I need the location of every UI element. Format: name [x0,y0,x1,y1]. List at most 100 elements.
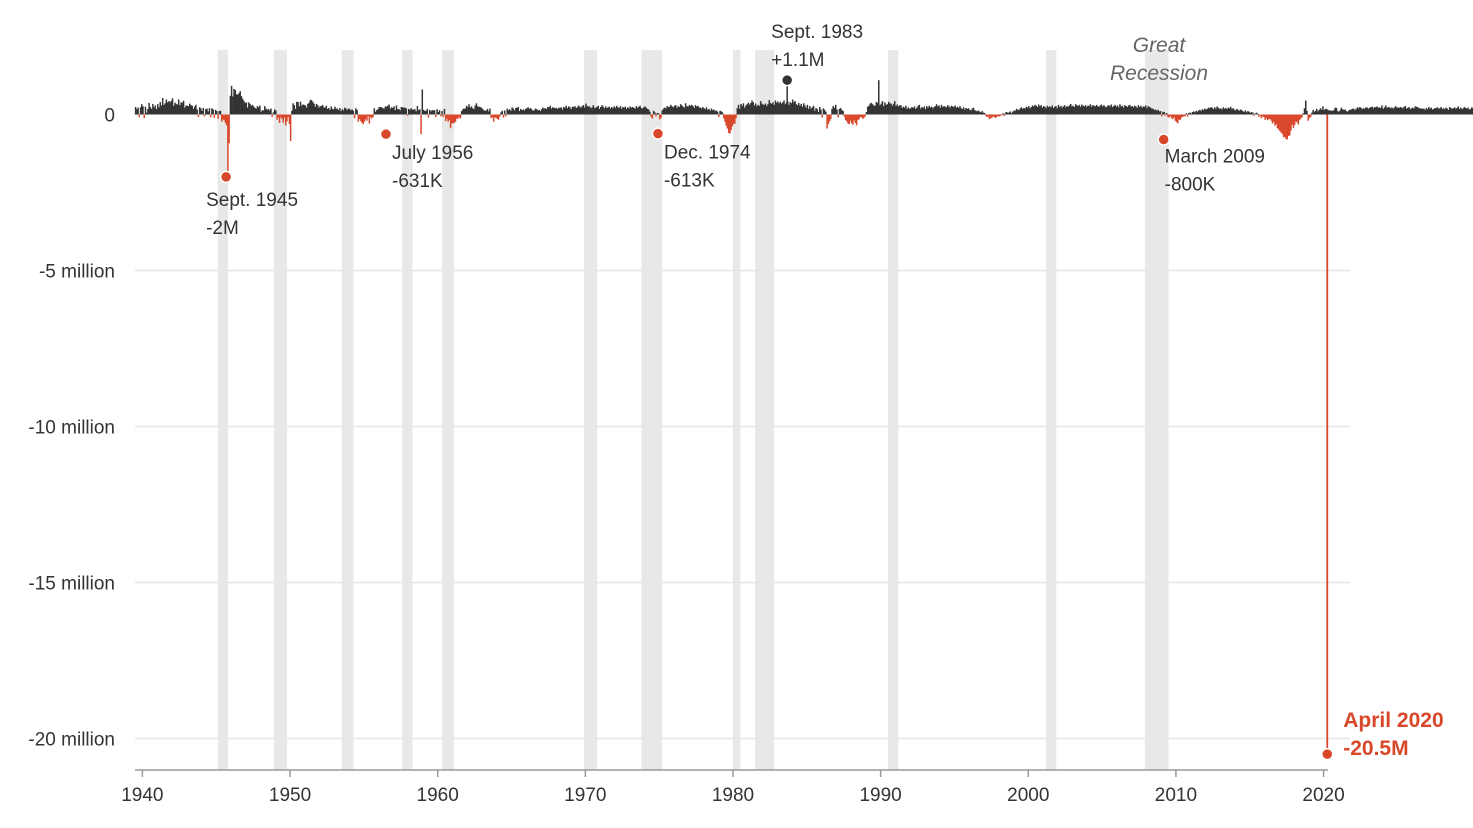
month-bar [766,106,768,115]
month-bar [859,114,862,117]
month-bar [496,114,499,119]
month-bar [1087,105,1089,115]
month-bar [604,106,607,115]
month-bar [1196,111,1199,115]
month-bar [1388,107,1391,115]
month-bar [912,107,914,115]
month-bar [1442,108,1445,115]
month-bar [1296,114,1298,123]
month-bar [177,99,180,115]
month-bar [1339,110,1341,115]
month-bar [1028,106,1030,115]
month-bar [698,107,700,115]
month-bar [1257,113,1259,115]
month-bar [216,111,218,115]
month-bar [892,103,895,115]
month-bar [170,100,173,115]
month-bar [1450,107,1452,115]
month-bar [777,101,779,115]
month-bar [761,103,763,115]
month-bar [1340,107,1343,115]
month-bar [198,107,201,115]
month-bar [1300,114,1302,119]
month-bar [339,107,341,115]
month-bar [1197,110,1200,115]
month-bar [905,105,907,115]
month-bar [1414,106,1416,115]
month-bar [1099,105,1101,115]
month-bar [773,104,775,115]
month-bar [896,104,898,115]
month-bar [1078,104,1081,115]
month-bar [1156,110,1158,115]
month-bar [647,109,650,115]
month-bar [438,110,441,115]
month-bar [752,102,755,115]
month-bar [1007,112,1009,115]
month-bar [196,109,198,115]
month-bar [1366,107,1368,115]
month-bar [743,107,746,115]
month-bar [825,111,827,115]
month-bar [1468,109,1471,115]
month-bar [331,108,334,115]
month-bar [545,108,548,115]
month-bar [1173,114,1175,117]
month-bar [779,101,782,115]
month-bar [543,108,545,115]
month-bar [1206,108,1209,115]
y-gridlines [135,269,1350,740]
month-bar [260,111,262,115]
recession-band [888,50,899,770]
month-bar [1113,106,1115,115]
month-bar [1158,111,1161,115]
month-bar [246,107,249,115]
month-bar [996,114,998,117]
month-bar [1467,107,1469,115]
month-bar [739,108,741,115]
month-bar [1304,100,1307,115]
month-bar [688,105,691,115]
month-bar [914,108,917,115]
month-bar [999,114,1002,116]
month-bar [440,114,442,117]
month-bar [1261,114,1264,117]
month-bar [969,109,971,115]
month-bar [383,108,385,115]
month-bar [854,114,857,123]
month-bar [271,114,273,117]
month-bar [185,105,187,115]
month-bar [818,107,821,115]
month-bar [257,107,260,115]
month-bar [501,110,504,115]
month-bar [463,108,465,115]
month-bar [1234,110,1237,115]
month-bar [1169,114,1172,117]
month-bar [1368,107,1371,115]
month-bar [1076,105,1078,115]
month-bar [207,111,209,115]
month-bar [1133,105,1136,115]
month-bar [1186,114,1189,117]
month-bar [469,107,472,115]
month-bar [838,108,841,115]
month-bar [1378,107,1381,115]
month-bar [998,114,1001,117]
month-bar [553,107,555,115]
x-tick-label: 2020 [1302,785,1344,806]
month-bar [373,108,376,115]
month-bar [1207,107,1210,115]
month-bar [802,103,805,115]
recession-band [732,50,741,770]
month-bar [1301,114,1303,118]
month-bar [587,106,590,115]
month-bar [300,105,303,115]
month-bar [816,109,818,115]
month-bar [556,108,559,115]
month-bar [1241,110,1243,115]
month-bar [462,109,464,115]
month-bar [353,114,356,119]
month-bar [1097,106,1099,115]
month-bar [1320,109,1323,115]
month-bar [1233,109,1236,115]
